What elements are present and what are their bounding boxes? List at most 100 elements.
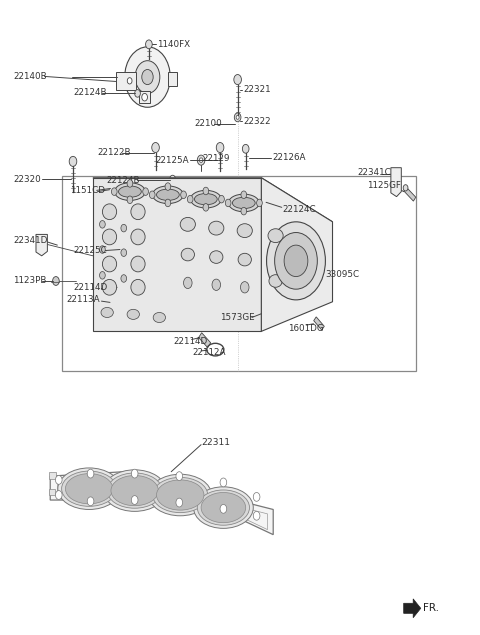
Text: 22114D: 22114D [73,283,107,292]
Circle shape [132,469,138,478]
Circle shape [187,196,193,203]
Text: 22124B: 22124B [106,176,140,185]
Circle shape [170,175,176,183]
Bar [139,91,150,104]
Ellipse shape [232,197,255,209]
Circle shape [142,93,147,101]
Circle shape [127,180,133,187]
Ellipse shape [102,279,117,295]
Circle shape [127,77,132,84]
Ellipse shape [115,183,145,201]
Circle shape [145,40,152,49]
Text: 22129: 22129 [202,154,229,163]
Circle shape [39,239,45,247]
Text: FR.: FR. [423,603,439,613]
Text: 22112A: 22112A [192,348,226,358]
Text: 22124C: 22124C [283,204,316,214]
Ellipse shape [111,476,158,505]
Bar [49,489,55,495]
Polygon shape [50,472,273,535]
Circle shape [203,187,209,195]
Text: 22125C: 22125C [73,246,107,255]
Circle shape [149,191,155,199]
Circle shape [132,496,138,504]
Text: 22341D: 22341D [13,236,48,245]
Polygon shape [199,333,211,347]
Circle shape [142,69,153,84]
Circle shape [69,156,77,166]
Circle shape [253,493,260,501]
Ellipse shape [194,194,217,205]
Circle shape [234,113,241,122]
Ellipse shape [197,490,250,525]
Circle shape [220,478,227,487]
Ellipse shape [238,253,252,266]
Text: 1125GF: 1125GF [367,181,401,190]
Circle shape [127,196,133,204]
Circle shape [125,47,170,107]
Text: 22114D: 22114D [174,337,208,346]
Circle shape [393,177,399,184]
Circle shape [135,61,160,93]
Polygon shape [391,168,401,197]
Text: 1601DG: 1601DG [288,324,324,333]
Ellipse shape [191,190,221,208]
Polygon shape [36,234,48,256]
Circle shape [87,469,94,478]
Ellipse shape [127,309,139,319]
Text: 33095C: 33095C [325,271,360,279]
Polygon shape [314,317,324,330]
Text: 1151CD: 1151CD [70,186,105,195]
Ellipse shape [61,471,117,506]
Ellipse shape [102,229,117,245]
Circle shape [135,90,140,97]
Ellipse shape [181,248,194,261]
Circle shape [121,275,127,282]
Circle shape [165,199,171,207]
Polygon shape [319,267,330,281]
Polygon shape [93,178,261,331]
Bar [62,176,416,371]
Circle shape [220,504,227,513]
Text: 1140FX: 1140FX [157,40,190,49]
Text: 22322: 22322 [244,117,271,126]
Circle shape [284,245,308,277]
Circle shape [99,246,105,253]
Text: 1573GE: 1573GE [220,313,254,322]
Circle shape [183,277,192,288]
Ellipse shape [201,493,246,523]
Ellipse shape [107,473,162,508]
Circle shape [180,191,186,199]
Circle shape [236,116,239,119]
Polygon shape [404,187,416,201]
Circle shape [203,204,209,211]
Ellipse shape [153,478,208,512]
Ellipse shape [149,474,212,516]
Circle shape [152,142,159,152]
Polygon shape [93,178,333,222]
Circle shape [275,232,317,289]
Text: 22126A: 22126A [272,153,306,162]
Circle shape [111,188,117,196]
Text: 22125A: 22125A [155,156,189,164]
Bar [168,72,178,86]
Circle shape [240,281,249,293]
Ellipse shape [237,224,252,237]
Circle shape [197,155,205,165]
Ellipse shape [131,256,145,272]
Circle shape [199,158,203,163]
Circle shape [121,224,127,232]
Ellipse shape [156,189,179,201]
Ellipse shape [131,229,145,245]
Text: 22341C: 22341C [358,168,391,177]
Polygon shape [404,599,421,618]
Text: 22311: 22311 [201,438,230,446]
Bar [116,72,136,90]
Ellipse shape [65,474,113,504]
Ellipse shape [268,229,283,243]
Circle shape [56,476,62,485]
Polygon shape [119,244,132,260]
Ellipse shape [210,251,223,264]
Circle shape [99,220,105,228]
Circle shape [56,491,62,499]
